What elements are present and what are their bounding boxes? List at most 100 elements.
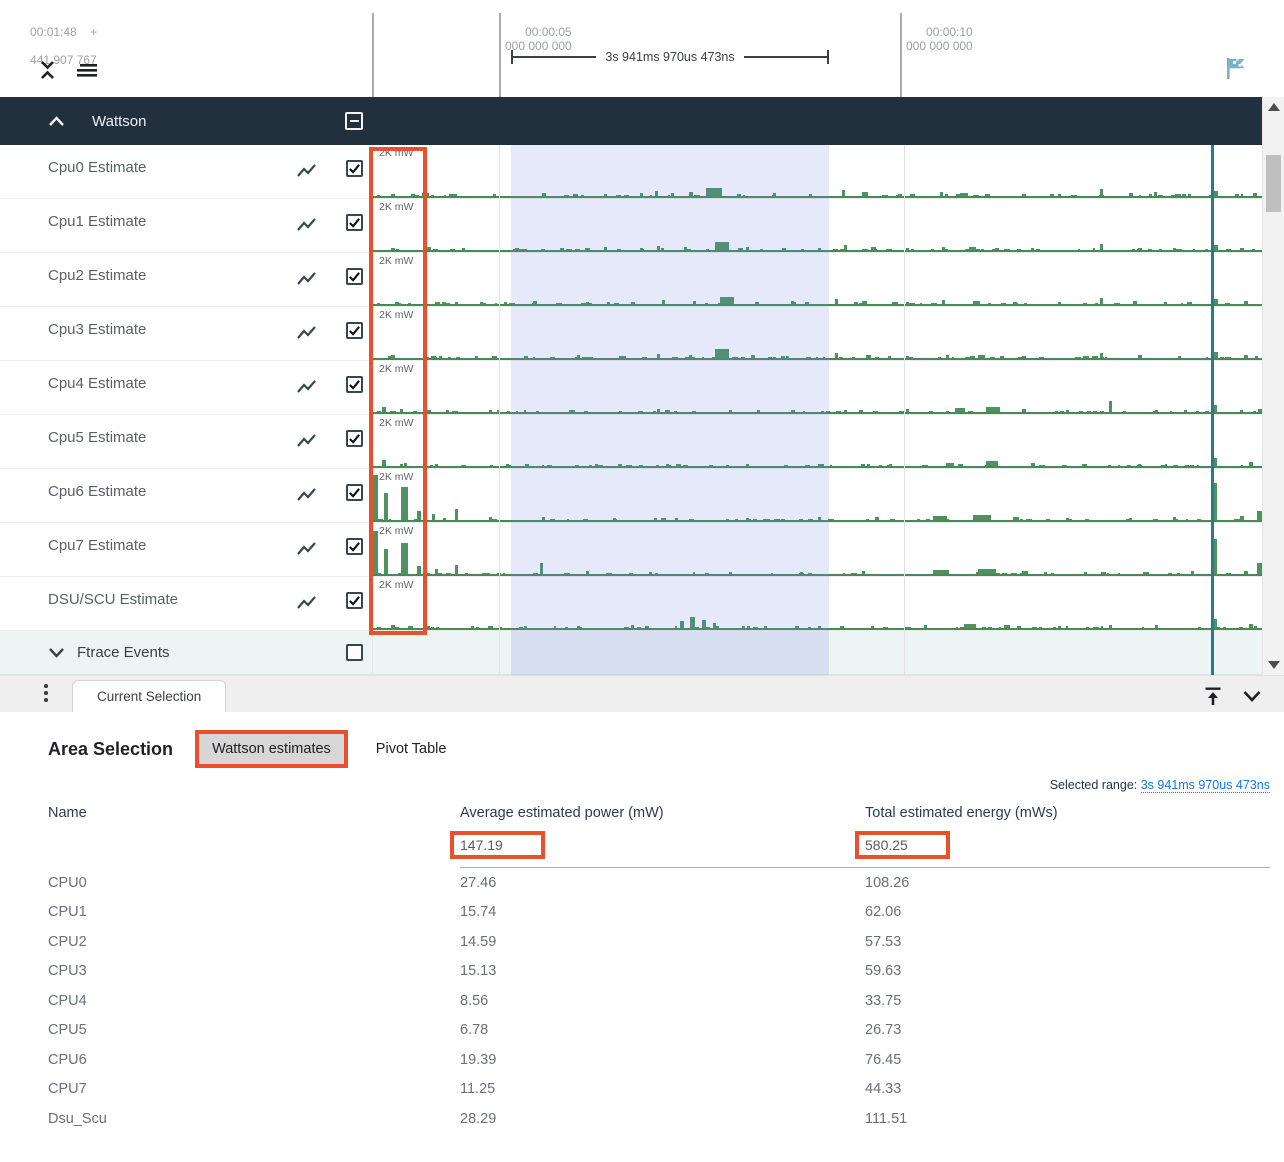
counter-baseline <box>373 628 1262 630</box>
track-row[interactable]: Cpu3 Estimate 2K mW <box>0 307 1262 361</box>
area-selection-panel: Area Selection Wattson estimates Pivot T… <box>0 712 1284 1162</box>
y-axis-unit-label: 2K mW <box>379 417 414 429</box>
group-checkbox-indeterminate[interactable] <box>345 112 363 130</box>
column-header-avg-power: Average estimated power (mW) <box>460 805 664 821</box>
track-checkbox-checked[interactable] <box>346 322 363 339</box>
panel-title: Area Selection <box>48 738 174 759</box>
counter-baseline <box>373 304 1262 306</box>
column-header-name: Name <box>48 805 87 821</box>
line-chart-icon[interactable] <box>297 217 317 232</box>
vertical-scrollbar[interactable] <box>1262 97 1284 675</box>
selected-range-link[interactable]: 3s 941ms 970us 473ns <box>1140 778 1270 793</box>
line-chart-icon[interactable] <box>297 325 317 340</box>
cell-name: CPU3 <box>48 963 87 980</box>
track-row[interactable]: DSU/SCU Estimate 2K mW <box>0 577 1262 631</box>
group-title: Wattson <box>92 112 147 130</box>
y-axis-unit-label: 2K mW <box>379 201 414 213</box>
cell-avg-power: 14.59 <box>460 933 497 950</box>
cell-name: CPU6 <box>48 1051 87 1068</box>
line-chart-icon[interactable] <box>297 541 317 556</box>
track-checkbox-checked[interactable] <box>346 538 363 555</box>
chevron-up-icon[interactable] <box>48 115 65 127</box>
cell-name: CPU0 <box>48 874 87 891</box>
menu-lines-icon[interactable] <box>74 61 98 79</box>
track-checkbox-checked[interactable] <box>346 376 363 393</box>
cell-total-energy: 33.75 <box>865 992 902 1009</box>
tab-current-selection[interactable]: Current Selection <box>72 680 227 712</box>
scroll-down-arrow-icon[interactable] <box>1268 661 1280 669</box>
track-checkbox-checked[interactable] <box>346 268 363 285</box>
kebab-menu-icon[interactable] <box>44 684 48 702</box>
track-row[interactable]: Cpu6 Estimate 2K mW <box>0 469 1262 523</box>
track-name: Cpu6 Estimate <box>48 483 147 500</box>
line-chart-icon[interactable] <box>297 595 317 610</box>
track-checkbox-checked[interactable] <box>346 592 363 609</box>
timeline-tick <box>900 13 902 97</box>
collapse-panel-icon[interactable] <box>1242 689 1262 703</box>
table-row: CPU5 6.78 26.73 <box>48 1016 1270 1046</box>
counter-track-chart[interactable]: 2K mW <box>373 253 1262 306</box>
track-row[interactable]: Cpu0 Estimate 2K mW <box>0 145 1262 199</box>
cell-avg-power: 8.56 <box>460 992 489 1009</box>
selection-duration-bracket: 3s 941ms 970us 473ns <box>511 49 830 65</box>
counter-track-chart[interactable]: 2K mW <box>373 307 1262 360</box>
cell-avg-power: 6.78 <box>460 1022 489 1039</box>
counter-baseline <box>373 574 1262 576</box>
counter-track-chart[interactable]: 2K mW <box>373 145 1262 198</box>
counter-track-chart[interactable]: 2K mW <box>373 415 1262 468</box>
annotation-box-energy-total: 580.25 <box>855 831 950 859</box>
track-group-ftrace[interactable]: Ftrace Events <box>0 631 1262 675</box>
counter-track-chart[interactable]: 2K mW <box>373 577 1262 630</box>
track-row[interactable]: Cpu5 Estimate 2K mW <box>0 415 1262 469</box>
track-checkbox-checked[interactable] <box>346 484 363 501</box>
line-chart-icon[interactable] <box>297 379 317 394</box>
table-row: CPU7 11.25 44.33 <box>48 1075 1270 1105</box>
track-name: Cpu5 Estimate <box>48 429 147 446</box>
track-row[interactable]: Cpu4 Estimate 2K mW <box>0 361 1262 415</box>
line-chart-icon[interactable] <box>297 433 317 448</box>
counter-track-chart[interactable]: 2K mW <box>373 361 1262 414</box>
table-totals-row: 147.19 580.25 <box>48 829 1270 868</box>
counter-baseline <box>373 358 1262 360</box>
timeline-tick <box>499 13 501 97</box>
cell-total-energy: 57.53 <box>865 933 902 950</box>
chevron-down-icon[interactable] <box>48 647 65 658</box>
scroll-up-arrow-icon[interactable] <box>1268 103 1280 111</box>
collapse-tracks-icon[interactable] <box>38 60 57 80</box>
track-checkbox-checked[interactable] <box>346 160 363 177</box>
counter-track-chart[interactable]: 2K mW <box>373 199 1262 252</box>
line-chart-icon[interactable] <box>297 487 317 502</box>
table-row: CPU0 27.46 108.26 <box>48 868 1270 898</box>
y-axis-unit-label: 2K mW <box>379 471 414 483</box>
y-axis-unit-label: 2K mW <box>379 147 414 159</box>
marker-line <box>1211 145 1214 675</box>
time-gridline <box>904 145 905 675</box>
table-row: CPU2 14.59 57.53 <box>48 927 1270 957</box>
track-row[interactable]: Cpu7 Estimate 2K mW <box>0 523 1262 577</box>
scrollbar-thumb[interactable] <box>1266 155 1281 212</box>
column-header-total-energy: Total estimated energy (mWs) <box>865 805 1058 821</box>
group-checkbox-empty[interactable] <box>346 644 363 661</box>
expand-panel-top-icon[interactable] <box>1202 685 1224 707</box>
cell-avg-power: 15.74 <box>460 904 497 921</box>
table-row: CPU4 8.56 33.75 <box>48 986 1270 1016</box>
line-chart-icon[interactable] <box>297 163 317 178</box>
cell-avg-power: 28.29 <box>460 1110 497 1127</box>
track-group-wattson[interactable]: Wattson <box>0 97 1262 145</box>
track-name: DSU/SCU Estimate <box>48 591 179 608</box>
track-name: Cpu7 Estimate <box>48 537 147 554</box>
track-name: Cpu1 Estimate <box>48 213 147 230</box>
track-row[interactable]: Cpu2 Estimate 2K mW <box>0 253 1262 307</box>
line-chart-icon[interactable] <box>297 271 317 286</box>
track-viewport: Wattson Cpu0 Estimate 2K mW Cpu1 Estimate 2… <box>0 97 1284 675</box>
wattson-estimates-table: Name Average estimated power (mW) Total … <box>48 799 1270 1134</box>
total-avg-power: 147.19 <box>460 837 503 853</box>
track-checkbox-checked[interactable] <box>346 214 363 231</box>
track-checkbox-checked[interactable] <box>346 430 363 447</box>
counter-track-chart[interactable]: 2K mW <box>373 523 1262 576</box>
track-row[interactable]: Cpu1 Estimate 2K mW <box>0 199 1262 253</box>
flag-icon[interactable] <box>1224 56 1249 86</box>
counter-track-chart[interactable]: 2K mW <box>373 469 1262 522</box>
tab-wattson-estimates[interactable]: Wattson estimates <box>199 734 344 764</box>
tab-pivot-table[interactable]: Pivot Table <box>375 741 447 757</box>
